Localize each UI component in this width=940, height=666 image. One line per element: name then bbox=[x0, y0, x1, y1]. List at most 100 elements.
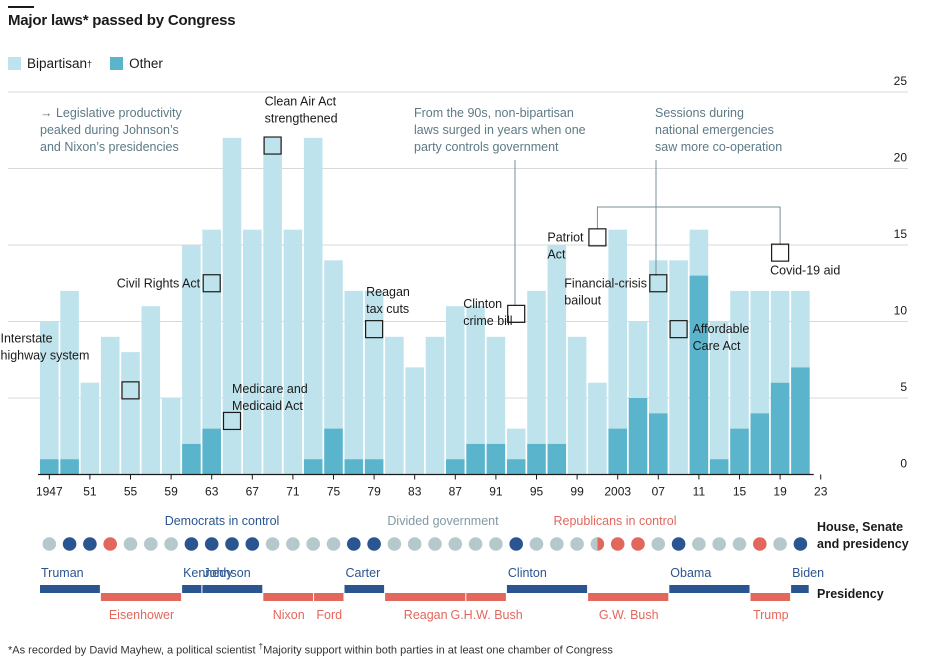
bar-other bbox=[182, 443, 201, 475]
control-dot bbox=[732, 537, 747, 551]
control-dot bbox=[793, 537, 808, 551]
bar-bipartisan bbox=[121, 352, 140, 475]
president-label: Johnson bbox=[203, 566, 250, 580]
control-dot bbox=[123, 537, 138, 551]
x-tick-label: 23 bbox=[814, 485, 828, 499]
footnote: *As recorded by David Mayhew, a politica… bbox=[8, 642, 613, 657]
x-tick-label: 55 bbox=[124, 485, 138, 499]
control-row-label: House, Senate bbox=[817, 520, 903, 534]
law-marker bbox=[649, 274, 668, 293]
control-dot bbox=[164, 537, 178, 551]
republicans-label: Republicans in control bbox=[554, 514, 677, 528]
control-dot bbox=[42, 537, 57, 551]
control-dot bbox=[306, 537, 321, 551]
bar-bipartisan bbox=[750, 290, 770, 414]
divided-label: Divided government bbox=[387, 514, 499, 528]
x-tick-label: 63 bbox=[205, 485, 219, 499]
legend-dagger-mark: † bbox=[87, 58, 93, 69]
bar-bipartisan bbox=[689, 229, 709, 276]
control-dot bbox=[387, 537, 402, 551]
law-label: Interstate bbox=[1, 331, 53, 345]
x-tick-label: 71 bbox=[286, 485, 300, 499]
presidency-bar bbox=[100, 593, 182, 601]
presidency-bar bbox=[750, 593, 791, 601]
law-label: Medicare and bbox=[232, 382, 308, 396]
bar-other bbox=[303, 459, 323, 475]
x-tick-label: 07 bbox=[652, 485, 666, 499]
bar-other bbox=[527, 443, 546, 475]
bar-bipartisan bbox=[527, 290, 546, 444]
emergency-note-line: saw more co-operation bbox=[655, 140, 782, 154]
footnote-dagger-mark: † bbox=[258, 642, 264, 651]
bar-bipartisan bbox=[385, 336, 404, 475]
president-label: Ford bbox=[316, 608, 342, 622]
control-row-label: and presidency bbox=[817, 537, 909, 551]
legend-label-other: Other bbox=[129, 56, 163, 71]
top-rule bbox=[8, 6, 34, 8]
president-label: Obama bbox=[670, 566, 711, 580]
president-label: Trump bbox=[753, 608, 789, 622]
president-label: Nixon bbox=[273, 608, 305, 622]
x-tick-label: 67 bbox=[246, 485, 260, 499]
bar-bipartisan bbox=[263, 137, 282, 475]
law-marker bbox=[669, 320, 688, 339]
legend-label-bipartisan: Bipartisan bbox=[27, 56, 88, 71]
control-dot bbox=[204, 537, 219, 551]
presidency-bar bbox=[385, 593, 466, 601]
control-dot bbox=[448, 537, 463, 551]
bar-bipartisan bbox=[649, 260, 668, 414]
legend: Bipartisan † Other bbox=[8, 56, 181, 71]
law-label: strengthened bbox=[265, 112, 338, 126]
control-dot bbox=[428, 537, 442, 551]
productivity-note-line: → Legislative productivity bbox=[40, 106, 182, 120]
control-dot bbox=[225, 537, 239, 551]
law-marker bbox=[222, 411, 242, 431]
x-tick-label: 2003 bbox=[604, 485, 631, 499]
y-tick-label: 15 bbox=[894, 227, 908, 241]
footnote-definition: Majority support within both parties in … bbox=[263, 644, 613, 657]
law-marker bbox=[507, 304, 526, 323]
legend-item-bipartisan: Bipartisan † bbox=[8, 56, 92, 71]
y-tick-label: 5 bbox=[900, 380, 907, 394]
bar-bipartisan bbox=[344, 290, 364, 460]
bar-bipartisan bbox=[506, 428, 526, 460]
footnote-source: *As recorded by David Mayhew, a politica… bbox=[8, 644, 259, 657]
control-dot-left-half bbox=[590, 537, 598, 551]
control-dot bbox=[367, 537, 381, 551]
control-dot bbox=[773, 537, 787, 551]
bar-other bbox=[324, 428, 343, 475]
x-tick-label: 99 bbox=[570, 485, 584, 499]
legend-swatch-other bbox=[110, 57, 124, 70]
x-tick-label: 51 bbox=[83, 485, 97, 499]
bar-bipartisan bbox=[141, 306, 161, 475]
bar-bipartisan bbox=[60, 290, 79, 460]
bar-other bbox=[506, 459, 526, 475]
nineties-note-line: party controls government bbox=[414, 140, 559, 154]
presidency-bar bbox=[669, 585, 750, 593]
control-dot bbox=[753, 537, 767, 551]
control-dot bbox=[651, 537, 666, 551]
bar-bipartisan bbox=[182, 245, 201, 444]
bar-bipartisan bbox=[161, 398, 181, 475]
x-tick-label: 1947 bbox=[36, 485, 63, 499]
bar-other bbox=[709, 459, 729, 475]
control-dot bbox=[692, 537, 706, 551]
nineties-note-line: From the 90s, non-bipartisan bbox=[414, 106, 574, 120]
control-dot-right-half bbox=[597, 537, 605, 551]
chart-canvas: 0 5 10 15 20 25 1947 51 55 59 63 67 71 75 79 83 87 91 95 99… bbox=[1, 74, 909, 622]
bar-other bbox=[486, 443, 506, 475]
law-label: Affordable bbox=[693, 322, 750, 336]
bar-bipartisan bbox=[324, 260, 343, 429]
democrats-label: Democrats in control bbox=[165, 514, 280, 528]
law-label: Clinton bbox=[463, 297, 502, 311]
control-dot bbox=[468, 537, 483, 551]
bar-other bbox=[649, 413, 668, 475]
y-tick-label: 20 bbox=[894, 151, 908, 165]
presidency-bar bbox=[182, 585, 202, 593]
x-tick-label: 79 bbox=[367, 485, 381, 499]
bar-bipartisan bbox=[425, 336, 445, 475]
bar-bipartisan bbox=[588, 382, 607, 475]
x-tick-label: 15 bbox=[733, 485, 747, 499]
president-label: G.W. Bush bbox=[599, 608, 659, 622]
legend-swatch-bipartisan bbox=[8, 57, 21, 70]
